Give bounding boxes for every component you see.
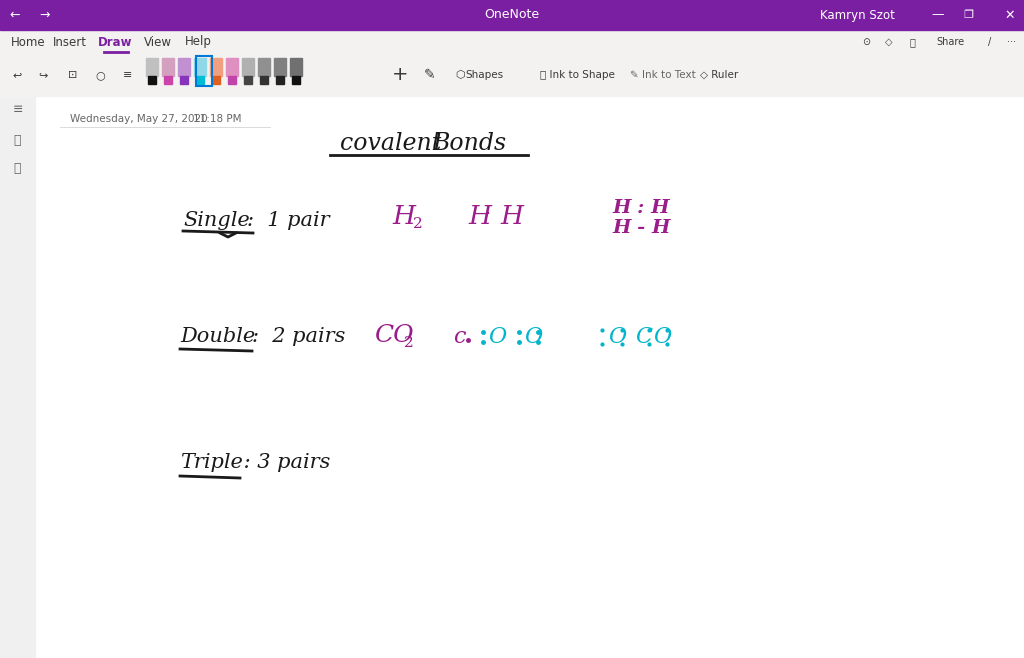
Text: Shapes: Shapes	[465, 70, 503, 80]
Text: CO: CO	[374, 324, 414, 347]
Bar	[292, 76, 300, 84]
Text: 2: 2	[404, 336, 414, 350]
Bar	[242, 58, 254, 76]
Text: ⊡: ⊡	[69, 70, 78, 80]
Bar	[35, 96, 1024, 658]
Bar	[148, 76, 156, 84]
Text: ❐: ❐	[963, 10, 973, 20]
Text: H: H	[500, 203, 523, 228]
Text: :  1 pair: : 1 pair	[247, 211, 330, 230]
Bar	[0, 96, 35, 658]
Bar	[0, 54, 1024, 96]
Text: Wednesday, May 27, 2020: Wednesday, May 27, 2020	[70, 114, 208, 124]
Text: 🔔: 🔔	[909, 37, 914, 47]
Text: Draw: Draw	[97, 36, 132, 49]
Text: ↩: ↩	[12, 70, 22, 80]
Bar	[276, 76, 284, 84]
Text: H: H	[468, 203, 490, 228]
Text: O: O	[488, 326, 506, 348]
Bar	[162, 58, 174, 76]
Text: c: c	[453, 326, 466, 348]
Text: O: O	[653, 326, 672, 348]
Text: —: —	[932, 9, 944, 22]
Bar	[274, 58, 286, 76]
Text: ✎ Ink to Text: ✎ Ink to Text	[630, 70, 695, 80]
Text: H : H: H : H	[612, 199, 670, 217]
Bar	[258, 58, 270, 76]
Bar	[0, 30, 1024, 54]
Text: Home: Home	[10, 36, 45, 49]
Bar	[210, 58, 222, 76]
Text: →: →	[40, 9, 50, 22]
Text: Insert: Insert	[53, 36, 87, 49]
Text: H - H: H - H	[612, 219, 671, 237]
Bar	[196, 56, 212, 86]
Text: ←: ←	[10, 9, 20, 22]
Bar	[164, 76, 172, 84]
Text: ◇ Ruler: ◇ Ruler	[700, 70, 738, 80]
Bar	[290, 58, 302, 76]
Text: :  2 pairs: : 2 pairs	[252, 328, 345, 347]
Text: Single: Single	[183, 211, 250, 230]
Text: C: C	[635, 326, 652, 348]
Text: /: /	[988, 37, 991, 47]
Text: ↪: ↪	[38, 70, 48, 80]
Bar	[228, 76, 236, 84]
Text: View: View	[144, 36, 172, 49]
Text: ⬡: ⬡	[455, 70, 465, 80]
Text: 2: 2	[413, 217, 423, 231]
Bar	[226, 58, 238, 76]
Text: covalent: covalent	[340, 132, 441, 155]
Text: 11:18 PM: 11:18 PM	[193, 114, 242, 124]
Text: ···: ···	[1008, 37, 1017, 47]
Bar	[260, 76, 268, 84]
Text: ✎: ✎	[424, 68, 436, 82]
Text: ○: ○	[95, 70, 104, 80]
Text: O: O	[608, 326, 627, 348]
Text: Bonds: Bonds	[432, 132, 506, 155]
Bar	[194, 58, 206, 76]
Bar	[196, 76, 204, 84]
Text: ⏱: ⏱	[13, 161, 22, 174]
Bar	[244, 76, 252, 84]
Text: ≡: ≡	[123, 70, 133, 80]
Text: Share: Share	[936, 37, 964, 47]
Text: H: H	[392, 203, 415, 228]
Text: Help: Help	[184, 36, 211, 49]
Bar	[180, 76, 188, 84]
Bar	[0, 0, 1024, 30]
Text: ⬜ Ink to Shape: ⬜ Ink to Shape	[540, 70, 614, 80]
Text: O: O	[524, 326, 543, 348]
Text: : 3 pairs: : 3 pairs	[237, 453, 331, 472]
Text: Double: Double	[180, 328, 255, 347]
Bar	[146, 58, 158, 76]
Text: ⌕: ⌕	[13, 134, 22, 147]
Text: OneNote: OneNote	[484, 9, 540, 22]
Text: Triple: Triple	[180, 453, 243, 472]
Text: ≡: ≡	[12, 103, 23, 116]
Text: Kamryn Szot: Kamryn Szot	[819, 9, 894, 22]
Text: +: +	[392, 66, 409, 84]
Text: ✕: ✕	[1005, 9, 1015, 22]
Bar	[212, 76, 220, 84]
Text: ⊙: ⊙	[862, 37, 870, 47]
Text: ·: ·	[485, 205, 492, 224]
Text: ◇: ◇	[886, 37, 893, 47]
Bar	[178, 58, 190, 76]
